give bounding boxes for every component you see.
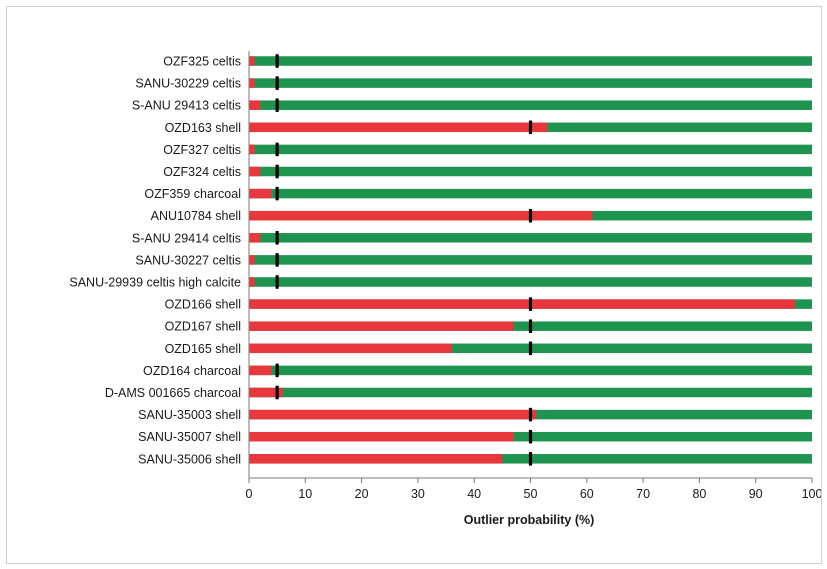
posterior-bar	[249, 321, 514, 331]
remainder-bar	[249, 255, 812, 265]
x-tick-label: 60	[580, 487, 594, 501]
category-label: OZD166 shell	[165, 298, 241, 312]
posterior-bar	[249, 365, 272, 376]
posterior-bar	[249, 431, 514, 442]
x-axis: 0 10 20 30 40 50 60 70 80 90 100	[246, 51, 821, 501]
posterior-bar	[249, 210, 593, 221]
prior-marker	[528, 452, 533, 466]
remainder-bar	[249, 144, 812, 155]
category-label: OZF359 charcoal	[144, 187, 241, 201]
prior-marker	[528, 407, 533, 422]
category-label: SANU-30227 celtis	[135, 253, 241, 267]
posterior-bar	[249, 343, 452, 354]
posterior-bar	[249, 166, 261, 177]
category-label: SANU-29939 celtis high calcite	[69, 276, 241, 290]
outlier-probability-chart: OZF325 celtis SANU-30229 celtis S-ANU 2941…	[69, 51, 821, 527]
category-label: SANU-30229 celtis	[135, 77, 241, 91]
remainder-bar	[249, 365, 812, 376]
remainder-bar	[249, 100, 812, 110]
posterior-bar	[249, 100, 261, 110]
remainder-bar	[249, 166, 812, 177]
x-tick-label: 40	[467, 487, 481, 501]
x-axis-title: Outlier probability (%)	[464, 513, 595, 527]
prior-marker	[528, 429, 533, 444]
x-tick-label: 100	[802, 487, 821, 501]
prior-marker	[275, 275, 279, 289]
posterior-bar	[249, 233, 261, 243]
prior-marker	[275, 385, 279, 400]
posterior-bar	[249, 122, 548, 133]
prior-marker	[275, 186, 279, 201]
remainder-bar	[249, 78, 812, 88]
prior-markers-layer	[275, 54, 533, 466]
category-label: ANU10784 shell	[151, 209, 241, 223]
posterior-bar	[249, 277, 255, 287]
remainder-bar	[249, 188, 812, 199]
x-tick-label: 70	[636, 487, 650, 501]
prior-marker	[528, 319, 533, 333]
bars-layer	[249, 56, 812, 464]
prior-marker	[528, 297, 533, 311]
prior-marker	[275, 231, 279, 245]
x-tick-label: 80	[692, 487, 706, 501]
category-label: SANU-35006 shell	[138, 452, 241, 466]
category-label: OZF327 celtis	[163, 143, 241, 157]
remainder-bar	[249, 277, 812, 287]
category-labels: OZF325 celtis SANU-30229 celtis S-ANU 2941…	[69, 55, 241, 467]
x-tick-label: 90	[749, 487, 763, 501]
posterior-bar	[249, 299, 796, 309]
category-label: SANU-35007 shell	[138, 430, 241, 444]
posterior-bar	[249, 188, 272, 199]
posterior-bar	[249, 387, 283, 398]
posterior-bar	[249, 255, 255, 265]
remainder-bar	[249, 56, 812, 66]
category-label: S-ANU 29414 celtis	[132, 231, 241, 245]
category-label: OZD165 shell	[165, 342, 241, 356]
category-label: OZF325 celtis	[163, 55, 241, 69]
x-tick-label: 0	[246, 487, 253, 501]
x-tick-label: 50	[524, 487, 538, 501]
x-tick-label: 10	[298, 487, 312, 501]
prior-marker	[275, 253, 279, 267]
prior-marker	[275, 76, 279, 90]
category-label: D-AMS 001665 charcoal	[105, 386, 241, 400]
category-label: OZD163 shell	[165, 121, 241, 135]
prior-marker	[275, 54, 279, 68]
x-tick-label: 20	[355, 487, 369, 501]
posterior-bar	[249, 409, 537, 420]
category-label: OZF324 celtis	[163, 165, 241, 179]
prior-marker	[528, 208, 533, 223]
prior-marker	[275, 164, 279, 179]
category-label: S-ANU 29413 celtis	[132, 99, 241, 113]
chart-frame: OZF325 celtis SANU-30229 celtis S-ANU 2941…	[6, 6, 822, 564]
prior-marker	[275, 363, 279, 378]
remainder-bar	[249, 233, 812, 243]
prior-marker	[275, 142, 279, 157]
prior-marker	[528, 120, 533, 135]
prior-marker	[275, 98, 279, 112]
remainder-bar	[249, 387, 812, 398]
prior-marker	[528, 341, 533, 356]
posterior-bar	[249, 454, 503, 464]
posterior-bar	[249, 78, 255, 88]
posterior-bar	[249, 144, 255, 155]
category-label: SANU-35003 shell	[138, 408, 241, 422]
category-label: OZD164 charcoal	[143, 364, 241, 378]
category-label: OZD167 shell	[165, 320, 241, 334]
posterior-bar	[249, 56, 255, 66]
x-tick-label: 30	[411, 487, 425, 501]
